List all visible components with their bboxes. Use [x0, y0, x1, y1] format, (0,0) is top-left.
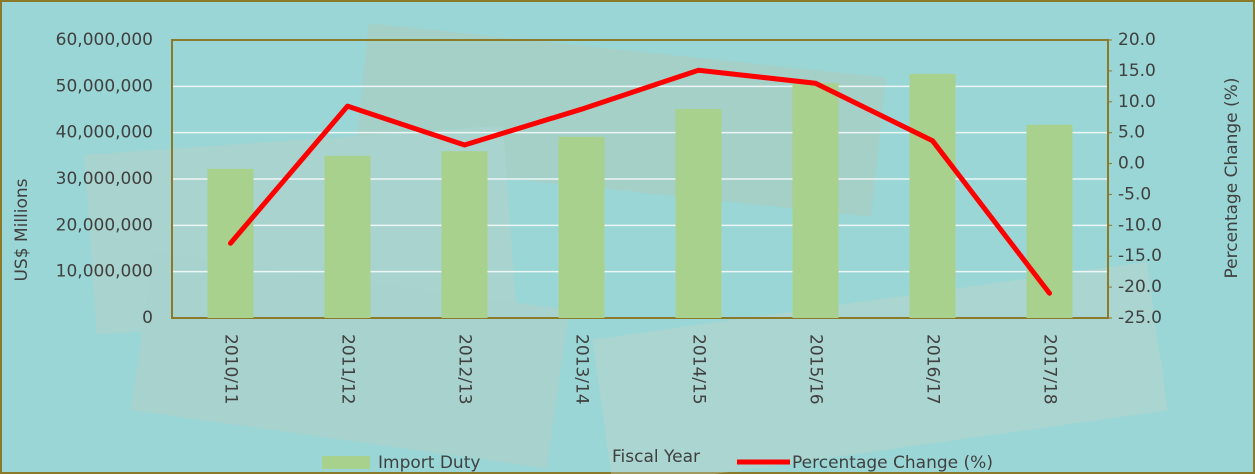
x-tick-label: 2014/15 — [689, 334, 709, 405]
x-tick-label: 2010/11 — [221, 334, 241, 405]
bar — [324, 155, 371, 318]
x-tick-label: 2013/14 — [572, 334, 592, 405]
y-tick-label: 40,000,000 — [56, 123, 153, 143]
y2-tick-label: -25.0 — [1118, 308, 1162, 328]
y2-tick-label: 15.0 — [1118, 61, 1156, 81]
x-tick-label: 2012/13 — [455, 334, 475, 405]
y2-tick-label: 20.0 — [1118, 30, 1156, 50]
y2-tick-label: -10.0 — [1118, 215, 1162, 235]
legend-swatch — [322, 456, 370, 469]
y-tick-label: 20,000,000 — [56, 215, 153, 235]
y-axis-label: US$ Millions — [12, 178, 32, 281]
legend-label: Import Duty — [378, 453, 480, 473]
bar — [675, 109, 722, 318]
bar — [441, 151, 488, 318]
x-tick-label: 2016/17 — [923, 334, 943, 405]
bar — [1026, 124, 1073, 318]
y2-tick-label: -5.0 — [1118, 184, 1151, 204]
y-tick-label: 10,000,000 — [56, 262, 153, 282]
y-tick-label: 0 — [142, 308, 153, 328]
legend-label: Percentage Change (%) — [792, 453, 993, 473]
plot-area — [171, 39, 1109, 319]
y2-tick-label: -20.0 — [1118, 277, 1162, 297]
y2-tick-label: 0.0 — [1118, 154, 1145, 174]
y-tick-label: 30,000,000 — [56, 169, 153, 189]
bar — [792, 83, 839, 318]
x-tick-label: 2017/18 — [1040, 334, 1060, 405]
line — [228, 67, 1052, 296]
y2-tick-label: -15.0 — [1118, 246, 1162, 266]
y-tick-label: 60,000,000 — [56, 30, 153, 50]
x-tick-label: 2011/12 — [338, 334, 358, 405]
y-tick-label: 50,000,000 — [56, 76, 153, 96]
bar — [909, 73, 956, 318]
bar — [558, 136, 605, 318]
x-tick-label: 2015/16 — [806, 334, 826, 405]
y2-tick-label: 10.0 — [1118, 92, 1156, 112]
y2-tick-label: 5.0 — [1118, 123, 1145, 143]
x-axis-label: Fiscal Year — [612, 447, 700, 467]
y2-axis-label: Percentage Change (%) — [1222, 78, 1242, 279]
